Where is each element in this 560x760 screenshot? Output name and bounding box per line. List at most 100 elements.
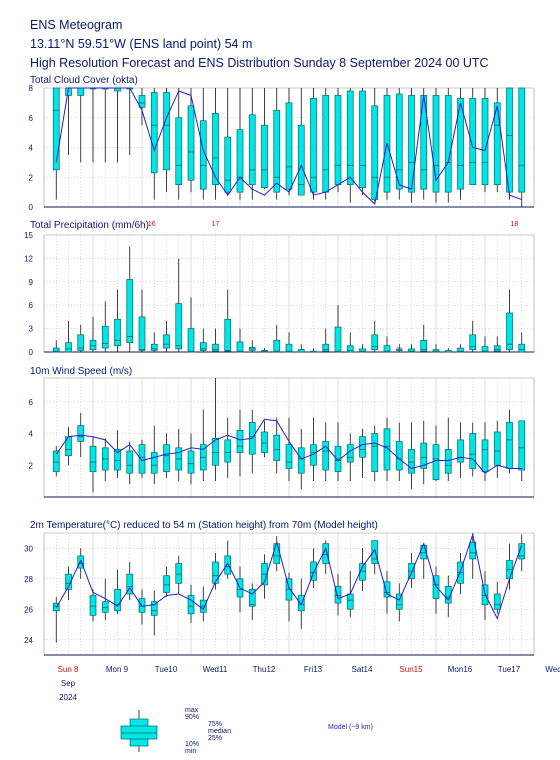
iqr-box — [77, 555, 85, 569]
iqr-box — [518, 420, 526, 471]
iqr-box — [334, 95, 342, 186]
iqr-box — [273, 109, 281, 193]
iqr-box — [518, 87, 526, 193]
iqr-box — [273, 434, 281, 461]
iqr-box — [52, 450, 60, 472]
iqr-box — [457, 347, 464, 353]
iqr-box — [285, 102, 293, 190]
iqr-box — [175, 117, 183, 186]
x-day-label: Mon16 — [448, 665, 473, 674]
iqr-box — [138, 95, 146, 108]
iqr-box — [444, 586, 452, 604]
legend-p10: 10% — [185, 741, 199, 748]
y-tick-label: 24 — [24, 636, 33, 645]
iqr-box — [212, 437, 219, 466]
iqr-box — [248, 589, 256, 607]
iqr-box — [248, 114, 256, 186]
panel-title: 10m Wind Speed (m/s) — [30, 366, 132, 377]
iqr-box — [101, 325, 109, 349]
y-tick-label: 6 — [29, 301, 34, 310]
y-tick-label: 4 — [29, 144, 34, 153]
iqr-box — [334, 445, 342, 472]
iqr-box — [89, 445, 97, 472]
iqr-box — [322, 441, 330, 471]
iqr-box — [371, 105, 379, 200]
forecast-subtitle: High Resolution Forecast and ENS Distrib… — [30, 56, 489, 70]
iqr-box — [408, 95, 415, 193]
panel-title: Total Precipitation (mm/6h) — [30, 220, 149, 231]
y-tick-label: 12 — [24, 254, 33, 263]
y-tick-label: 6 — [29, 114, 34, 123]
panel-3: 2 4 6 10m Wind Speed (m/s) — [29, 366, 535, 498]
x-day-label: Wed18 — [545, 665, 560, 674]
iqr-box — [236, 430, 244, 453]
x-day-label: Mon 9 — [106, 665, 129, 674]
iqr-box — [359, 563, 366, 581]
iqr-box — [261, 431, 268, 453]
iqr-box — [371, 334, 379, 351]
iqr-box — [371, 433, 379, 472]
y-tick-label: 30 — [24, 544, 33, 553]
iqr-box — [236, 341, 244, 353]
iqr-box — [224, 555, 232, 575]
iqr-box — [408, 348, 415, 353]
y-tick-label: 15 — [24, 231, 33, 240]
iqr-box — [101, 601, 109, 613]
iqr-box — [89, 595, 97, 616]
iqr-box — [212, 343, 219, 352]
legend-p25: 25% — [208, 735, 222, 742]
iqr-box — [187, 595, 195, 615]
iqr-box — [506, 312, 513, 351]
iqr-box — [77, 87, 85, 96]
iqr-box — [457, 98, 464, 190]
iqr-box — [297, 595, 305, 612]
x-day-label: Tue10 — [155, 665, 178, 674]
iqr-box — [334, 326, 342, 353]
iqr-box — [469, 98, 477, 186]
x-year-label: 2024 — [59, 693, 77, 702]
iqr-box — [273, 543, 281, 564]
iqr-box — [395, 593, 403, 610]
iqr-box — [65, 342, 72, 353]
iqr-box — [493, 345, 501, 352]
y-tick-label: 4 — [29, 430, 34, 439]
iqr-box — [52, 347, 60, 353]
iqr-box — [359, 90, 366, 189]
iqr-box — [481, 346, 489, 353]
iqr-box — [469, 433, 477, 469]
iqr-box — [175, 563, 183, 584]
iqr-box — [65, 573, 72, 590]
iqr-box — [420, 339, 428, 352]
y-tick-label: 8 — [29, 84, 34, 93]
iqr-box — [199, 342, 207, 351]
iqr-box — [163, 92, 170, 171]
iqr-box — [395, 441, 403, 471]
iqr-box — [518, 543, 526, 560]
iqr-box — [212, 561, 219, 584]
iqr-box — [469, 334, 477, 351]
iqr-box — [236, 129, 244, 193]
panel-4: 24 26 28 30 2m Temperature(°C) reduced to 54… — [24, 520, 535, 656]
y-tick-label: 0 — [29, 348, 34, 357]
legend-min: min — [185, 748, 196, 755]
iqr-box — [481, 98, 489, 186]
x-day-label: Sun15 — [399, 665, 423, 674]
iqr-box — [224, 318, 232, 352]
iqr-box — [261, 124, 268, 189]
iqr-box — [126, 450, 134, 474]
x-day-label: Sun 8 — [58, 665, 79, 674]
iqr-box — [383, 428, 391, 471]
x-day-label: Wed11 — [203, 665, 228, 674]
iqr-box — [359, 436, 366, 458]
iqr-box — [163, 444, 170, 472]
hres-line — [55, 532, 523, 620]
iqr-box — [322, 543, 330, 564]
meteogram-title: ENS Meteogram — [30, 18, 123, 32]
iqr-box — [273, 339, 281, 353]
iqr-box — [346, 593, 354, 610]
precip-day-marker: 16 — [148, 221, 156, 228]
location-line: 13.11°N 59.51°W (ENS land point) 54 m — [30, 37, 253, 51]
iqr-box — [493, 593, 501, 610]
iqr-box — [163, 334, 170, 349]
